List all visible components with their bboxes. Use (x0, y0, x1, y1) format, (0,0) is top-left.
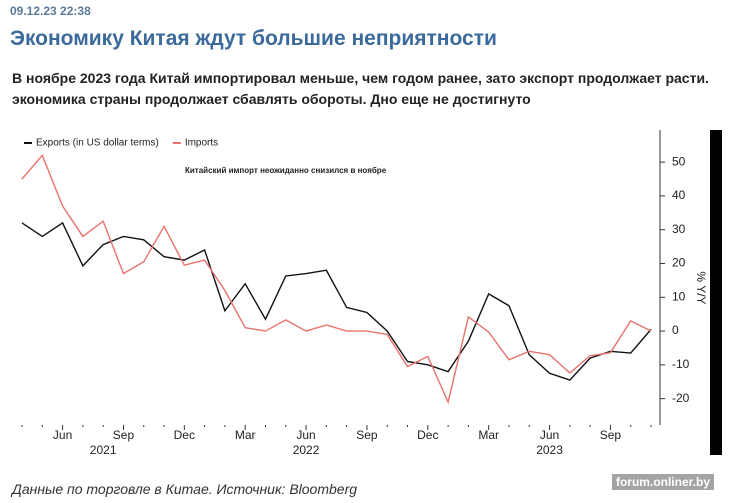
x-tick-label: Jun (53, 428, 72, 442)
y-tick-label: -10 (672, 357, 690, 371)
x-tick-label: Jun (296, 428, 315, 442)
x-tick-label: Sep (113, 428, 135, 442)
legend-label: Exports (in US dollar terms) (36, 138, 159, 149)
paragraph: В ноябре 2023 года Китай импортировал ме… (12, 68, 709, 110)
y-tick-label: 10 (672, 289, 686, 303)
timestamp: 09.12.23 22:38 (10, 4, 91, 18)
y-tick-label: -20 (672, 391, 690, 405)
series-line (21, 221, 652, 381)
paragraph-line: В ноябре 2023 года Китай импортировал ме… (12, 70, 709, 86)
y-tick-label: 0 (672, 323, 679, 337)
paragraph-line: экономика страны продолжает сбавлять обо… (12, 91, 531, 107)
x-year-label: 2021 (90, 443, 117, 457)
headline: Экономику Китая ждут большие неприятност… (10, 27, 497, 50)
y-axis-label: % Y/Y (694, 271, 708, 304)
caption: Данные по торговле в Китае. Источник: Bl… (12, 481, 358, 497)
x-tick-label: Mar (478, 428, 499, 442)
y-tick-label: 50 (672, 154, 686, 168)
x-tick-label: Mar (235, 428, 256, 442)
x-year-label: 2023 (536, 443, 563, 457)
y-tick-label: 20 (672, 256, 686, 270)
side-bar (710, 130, 722, 455)
x-tick-label: Sep (356, 428, 378, 442)
y-tick-label: 30 (672, 222, 686, 236)
x-tick-label: Jun (540, 428, 559, 442)
series-line (21, 154, 652, 405)
watermark: forum.onliner.by (611, 474, 714, 490)
y-tick-label: 40 (672, 188, 686, 202)
legend-label: Imports (185, 138, 218, 149)
x-tick-label: Dec (174, 428, 195, 442)
chart-title: Китайский импорт неожиданно снизился в н… (185, 166, 387, 175)
x-tick-label: Dec (417, 428, 438, 442)
x-year-label: 2022 (293, 443, 320, 457)
x-tick-label: Sep (600, 428, 622, 442)
